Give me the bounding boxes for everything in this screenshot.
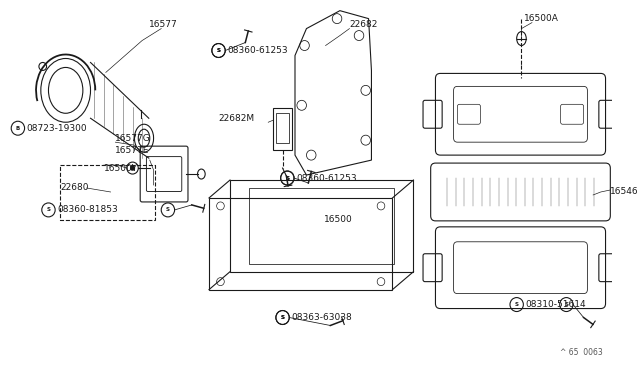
- Text: 16577: 16577: [149, 20, 177, 29]
- Text: 16500Y: 16500Y: [104, 164, 138, 173]
- Text: 08360-61253: 08360-61253: [227, 46, 288, 55]
- Text: 08363-63038: 08363-63038: [291, 313, 352, 322]
- Text: S: S: [280, 315, 285, 320]
- Text: 16500: 16500: [324, 215, 353, 224]
- Text: S: S: [280, 315, 285, 320]
- Text: 08723-19300: 08723-19300: [26, 124, 87, 133]
- Text: 16577E: 16577E: [115, 145, 150, 155]
- Text: 22680: 22680: [60, 183, 88, 192]
- Text: S: S: [47, 208, 51, 212]
- Text: S: S: [216, 48, 221, 53]
- Bar: [60, 165, 156, 220]
- Text: S: S: [564, 302, 568, 307]
- Text: 16577G: 16577G: [115, 134, 151, 143]
- Text: 08360-61253: 08360-61253: [296, 173, 356, 183]
- Text: 08360-81853: 08360-81853: [57, 205, 118, 214]
- Text: S: S: [285, 176, 289, 180]
- Text: 22682M: 22682M: [218, 114, 255, 123]
- Text: 16500A: 16500A: [524, 14, 559, 23]
- Circle shape: [130, 166, 135, 170]
- Text: ^ 65  0063: ^ 65 0063: [560, 348, 603, 357]
- Text: S: S: [285, 176, 289, 180]
- Text: B: B: [16, 126, 20, 131]
- Text: 08310-51614: 08310-51614: [525, 300, 586, 309]
- Text: 16546: 16546: [611, 187, 639, 196]
- Text: 22682: 22682: [349, 20, 378, 29]
- Bar: [276, 113, 289, 143]
- Text: S: S: [515, 302, 518, 307]
- Bar: [273, 108, 292, 150]
- Text: S: S: [216, 48, 221, 53]
- Text: S: S: [166, 208, 170, 212]
